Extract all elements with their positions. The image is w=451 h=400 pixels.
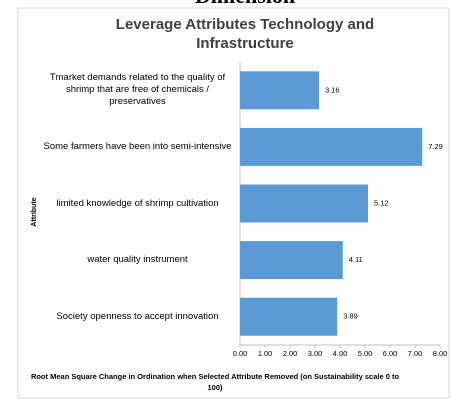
bar: [240, 71, 319, 110]
value-label: 7.29: [428, 142, 443, 151]
x-tick-label: 4.00: [333, 349, 348, 358]
value-label: 4.11: [349, 255, 363, 264]
category-box: Some farmers have been into semi-intensi…: [43, 140, 232, 152]
x-tick-label: 1.00: [258, 349, 273, 358]
value-label: 3.16: [325, 85, 340, 94]
x-tick-label: 6.00: [383, 349, 398, 358]
value-label: 3.89: [343, 312, 358, 321]
x-tick-label: 8.00: [433, 349, 448, 358]
bar: [240, 127, 423, 166]
y-tick-label: Tmarket demands related to the quality o…: [49, 72, 226, 108]
title-box: Leverage Attributes Technology and Infra…: [115, 16, 375, 52]
chart-title: Leverage Attributes Technology and Infra…: [115, 16, 375, 52]
y-tick-label: limited knowledge of shrimp cultivation: [56, 197, 219, 209]
category-box: Tmarket demands related to the quality o…: [49, 72, 226, 108]
value-label: 5.12: [374, 198, 389, 207]
bar: [240, 297, 338, 336]
bar: [240, 184, 368, 223]
y-axis-label: Attribute: [31, 197, 38, 226]
heading: Dimension: [195, 0, 295, 8]
x-tick-label: 2.00: [283, 349, 298, 358]
x-tick-label: 0.00: [233, 349, 248, 358]
category-box: limited knowledge of shrimp cultivation: [56, 197, 219, 209]
bar: [240, 241, 343, 280]
x-tick-label: 5.00: [358, 349, 373, 358]
x-tick-label: 7.00: [408, 349, 423, 358]
chart-border: [17, 7, 450, 399]
x-tick-label: 3.00: [308, 349, 323, 358]
x-label-box: Root Mean Square Change in Ordination wh…: [30, 372, 400, 392]
y-tick-label: water quality instrument: [87, 254, 188, 266]
category-box: Society openness to accept innovation: [56, 310, 219, 322]
x-axis-label: Root Mean Square Change in Ordination wh…: [30, 372, 400, 392]
y-tick-label: Society openness to accept innovation: [56, 310, 219, 322]
y-tick-label: Some farmers have been into semi-intensi…: [43, 140, 232, 152]
category-box: water quality instrument: [87, 254, 188, 266]
